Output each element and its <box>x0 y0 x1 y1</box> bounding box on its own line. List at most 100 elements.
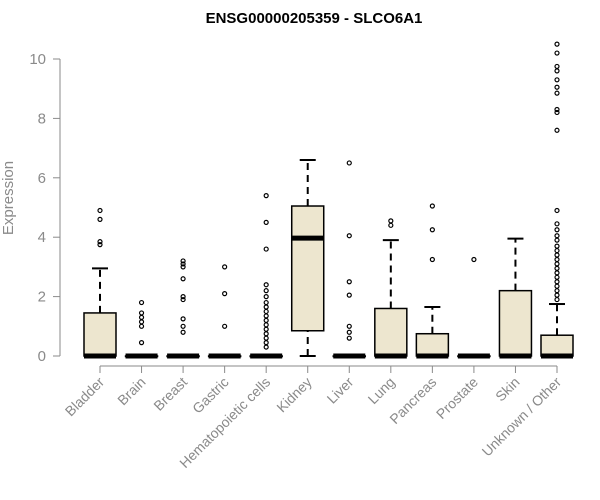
outlier-point <box>554 243 560 249</box>
outlier-point <box>554 283 560 289</box>
box-lung <box>374 218 408 359</box>
box-body <box>540 334 574 357</box>
x-tick-label: Lung <box>365 374 398 407</box>
y-axis: 0 2 4 6 8 10 <box>29 51 61 365</box>
y-tick-label: 6 <box>38 170 46 187</box>
outlier-point <box>429 256 435 263</box>
outlier-point <box>346 279 352 285</box>
outlier-point <box>346 335 352 341</box>
y-tick-label: 0 <box>38 348 46 365</box>
box-hematopoietic-cells <box>249 193 283 359</box>
outlier-point <box>180 261 186 267</box>
outlier-point <box>388 218 394 224</box>
box-breast <box>166 258 200 359</box>
chart-title: ENSG00000205359 - SLCO6A1 <box>206 10 423 27</box>
outlier-point <box>346 329 352 335</box>
outlier-point <box>554 237 560 243</box>
outlier-point <box>180 294 186 300</box>
x-tick-label: Liver <box>324 374 357 407</box>
outlier-point <box>346 160 352 166</box>
outlier-point <box>554 256 560 263</box>
outlier-point <box>138 299 145 306</box>
outlier-point <box>554 221 560 227</box>
outlier-point <box>554 106 560 113</box>
outlier-point <box>263 304 269 310</box>
outlier-point <box>429 203 435 209</box>
outlier-point <box>263 326 269 332</box>
boxes-layer <box>83 41 574 359</box>
outlier-point <box>263 335 269 341</box>
outlier-point <box>554 252 560 258</box>
outlier-point <box>554 288 560 294</box>
y-tick-label: 10 <box>29 51 46 68</box>
box-skin <box>498 237 533 359</box>
outlier-point <box>554 84 560 90</box>
x-tick-label: Prostate <box>433 374 481 422</box>
outlier-point <box>138 314 145 320</box>
x-tick-label: Brain <box>114 374 148 408</box>
outlier-point <box>554 41 560 47</box>
y-tick-label: 8 <box>38 110 46 127</box>
outlier-point <box>554 109 560 116</box>
outlier-point <box>263 299 269 306</box>
x-tick-label: Kidney <box>273 374 315 416</box>
outlier-point <box>138 310 145 316</box>
outlier-point <box>263 294 269 300</box>
outlier-point <box>554 265 560 271</box>
box-body <box>415 332 450 357</box>
outlier-point <box>180 296 186 303</box>
outlier-point <box>263 331 269 337</box>
outlier-point <box>180 264 186 270</box>
outlier-point <box>97 216 103 222</box>
outlier-point <box>263 322 269 328</box>
outlier-point <box>429 227 435 233</box>
outlier-point <box>263 308 269 315</box>
box-kidney <box>290 158 325 357</box>
x-tick-label: Skin <box>492 374 523 405</box>
outlier-point <box>554 90 560 96</box>
box-gastric <box>207 264 242 359</box>
outlier-point <box>97 242 103 248</box>
x-tick-label: Unknown / Other <box>479 374 565 460</box>
outlier-point <box>471 256 477 263</box>
outlier-point <box>388 222 394 228</box>
box-pancreas <box>415 203 450 359</box>
outlier-point <box>180 323 186 329</box>
outlier-point <box>263 282 269 288</box>
y-tick-label: 4 <box>38 229 46 246</box>
outlier-point <box>554 63 560 70</box>
x-tick-label: Bladder <box>62 374 108 420</box>
outlier-point <box>554 68 560 74</box>
box-body <box>290 205 325 332</box>
outlier-point <box>554 279 560 285</box>
outlier-point <box>263 344 269 350</box>
outlier-point <box>263 340 269 346</box>
outlier-point <box>180 276 186 282</box>
outlier-point <box>554 292 560 298</box>
outlier-point <box>138 340 145 346</box>
outlier-point <box>97 207 103 214</box>
outlier-point <box>554 274 560 280</box>
box-body <box>374 307 408 357</box>
outlier-point <box>554 50 560 56</box>
outlier-point <box>346 233 352 239</box>
outlier-point <box>263 288 269 294</box>
outlier-point <box>180 316 186 322</box>
box-bladder <box>83 207 117 359</box>
outlier-point <box>222 323 228 329</box>
outlier-point <box>346 292 352 298</box>
outlier-point <box>222 264 228 270</box>
outlier-point <box>554 77 560 83</box>
outlier-point <box>554 207 560 214</box>
outlier-point <box>222 291 228 297</box>
outlier-point <box>554 227 560 233</box>
outlier-point <box>138 319 145 325</box>
outlier-point <box>263 219 269 225</box>
y-axis-label: Expression <box>0 161 17 235</box>
outlier-point <box>263 193 269 199</box>
outlier-point <box>554 296 560 303</box>
y-tick-label: 2 <box>38 289 46 306</box>
outlier-point <box>97 239 103 245</box>
